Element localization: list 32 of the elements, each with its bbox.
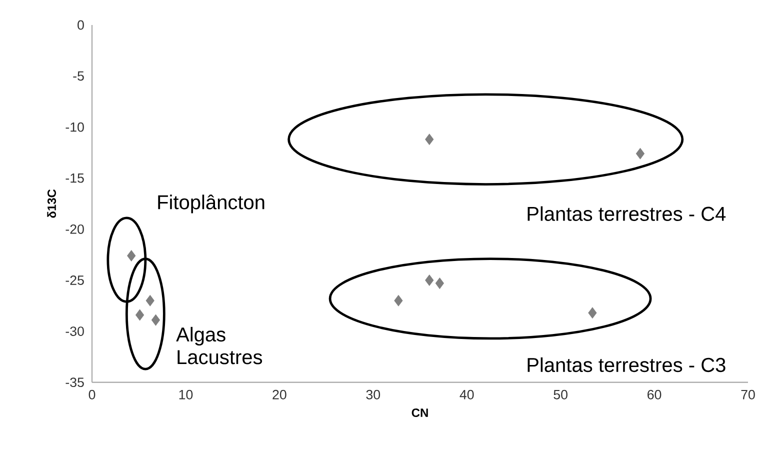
point [394,295,403,306]
point [435,278,444,289]
point [136,309,144,321]
point [151,314,160,326]
x-tick-label: 0 [88,390,96,400]
point [127,250,136,262]
y-tick-label: -20 [66,224,84,234]
y-axis-title: δ13C [47,189,56,218]
x-axis-title: CN [412,408,428,417]
x-tick-label: 40 [460,390,474,400]
x-tick-label: 70 [741,390,755,400]
point [588,307,597,319]
y-tick-label: -30 [66,326,84,336]
point [425,134,434,145]
x-tick-label: 10 [179,390,193,400]
annotation: Fitoplâncton [158,194,264,214]
annotation: Algas Lacustres [176,326,262,364]
y-tick-label: -15 [66,173,84,183]
point [425,274,434,286]
annotation: Plantas terrestres - C4 [528,206,726,221]
y-tick-label: -35 [66,378,84,388]
y-tick-label: -25 [66,276,84,285]
x-tick-label: 50 [554,390,568,400]
x-tick-label: 60 [648,390,662,400]
point [146,295,154,306]
x-tick-label: 30 [366,390,380,400]
y-tick-label: 0 [78,20,84,30]
y-tick-label: -5 [73,71,84,81]
x-tick-label: 20 [272,390,286,400]
point [636,148,644,160]
annotation: Plantas terrestres - C3 [528,357,726,372]
y-tick-label: -10 [66,122,84,132]
